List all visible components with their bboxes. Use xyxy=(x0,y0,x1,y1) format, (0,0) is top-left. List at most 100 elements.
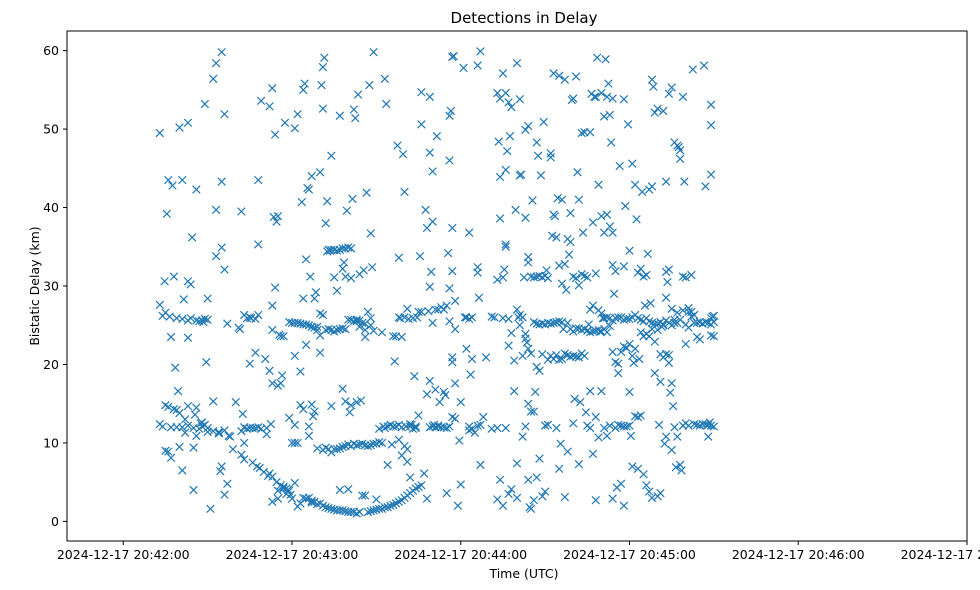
data-point xyxy=(209,397,218,406)
data-point xyxy=(507,484,516,494)
data-point xyxy=(313,322,322,332)
data-point xyxy=(217,47,226,57)
data-point xyxy=(671,463,681,472)
y-tick-label: 30 xyxy=(43,279,59,294)
data-point xyxy=(310,407,319,416)
data-point xyxy=(324,503,333,513)
data-point xyxy=(327,151,336,160)
data-point xyxy=(171,363,180,372)
data-point xyxy=(445,422,454,431)
data-point xyxy=(332,325,342,335)
data-point xyxy=(300,79,309,88)
data-point xyxy=(518,432,527,441)
data-point xyxy=(280,118,290,128)
data-point xyxy=(160,277,169,286)
data-point xyxy=(448,266,457,276)
data-point xyxy=(307,496,316,506)
x-tick-label: 2024-12-17 20:47:00 xyxy=(901,547,980,562)
data-point xyxy=(276,331,285,341)
data-point xyxy=(650,319,660,328)
data-point xyxy=(675,154,685,164)
data-point xyxy=(552,423,561,433)
data-point xyxy=(611,357,620,367)
data-point xyxy=(578,228,588,237)
y-tick-label: 40 xyxy=(43,200,59,215)
data-point xyxy=(615,161,624,171)
data-point xyxy=(417,87,426,97)
data-point xyxy=(449,51,458,61)
data-point xyxy=(270,130,280,139)
data-point xyxy=(602,431,612,441)
data-point xyxy=(421,205,430,215)
data-point xyxy=(512,58,522,68)
data-point xyxy=(164,175,173,185)
data-point xyxy=(304,422,314,431)
data-point xyxy=(304,431,314,441)
data-point xyxy=(155,128,165,138)
data-point xyxy=(439,305,449,314)
data-point xyxy=(604,79,613,88)
data-point xyxy=(265,102,274,111)
data-point xyxy=(201,357,211,367)
data-point xyxy=(561,285,571,295)
data-point xyxy=(161,446,170,455)
data-point xyxy=(383,460,392,470)
data-point xyxy=(369,439,378,448)
data-point xyxy=(456,397,465,407)
data-point xyxy=(203,423,212,433)
data-point xyxy=(504,341,513,350)
data-point xyxy=(494,137,503,146)
data-point xyxy=(597,386,606,396)
data-point xyxy=(577,128,586,138)
data-point xyxy=(403,304,412,313)
data-point xyxy=(456,480,465,489)
data-point xyxy=(360,325,370,335)
data-point xyxy=(524,121,533,131)
data-point xyxy=(450,324,460,334)
data-point xyxy=(635,354,644,364)
data-point xyxy=(629,358,638,368)
data-point xyxy=(254,310,263,320)
data-point xyxy=(664,265,674,274)
data-point xyxy=(374,437,384,447)
data-point xyxy=(656,377,665,386)
data-point xyxy=(514,313,523,322)
data-point xyxy=(660,439,669,448)
data-point xyxy=(597,211,606,221)
data-point xyxy=(369,506,378,515)
data-point xyxy=(276,379,285,388)
data-point xyxy=(320,53,329,62)
data-point xyxy=(158,422,167,431)
data-point xyxy=(563,447,572,456)
data-point xyxy=(365,80,374,90)
data-point xyxy=(605,222,615,231)
data-point xyxy=(352,317,361,326)
data-point xyxy=(414,411,423,420)
data-point xyxy=(310,294,319,303)
data-point xyxy=(569,94,578,103)
data-point xyxy=(642,270,651,280)
data-point xyxy=(557,195,567,204)
data-point xyxy=(512,459,522,468)
data-point xyxy=(470,428,480,437)
data-point xyxy=(358,318,367,328)
data-point xyxy=(526,504,536,514)
data-point xyxy=(532,138,541,147)
data-point xyxy=(546,153,555,162)
data-point xyxy=(509,386,519,396)
data-point xyxy=(574,353,584,362)
data-point xyxy=(360,332,370,342)
data-point xyxy=(528,196,537,205)
data-point xyxy=(560,75,570,84)
data-point xyxy=(445,111,454,120)
data-point xyxy=(428,167,437,176)
data-point xyxy=(324,324,333,334)
data-point xyxy=(245,359,255,368)
data-point xyxy=(397,332,406,342)
data-point xyxy=(493,88,502,98)
data-point xyxy=(630,180,640,190)
data-point xyxy=(394,253,404,262)
data-point xyxy=(521,125,530,135)
data-point xyxy=(535,366,544,375)
data-point xyxy=(424,306,433,316)
